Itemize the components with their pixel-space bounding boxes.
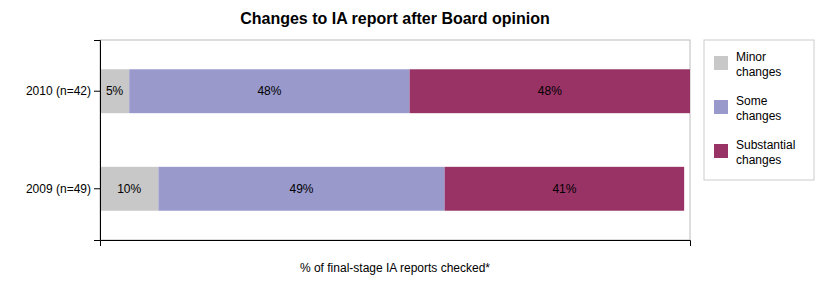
plot-frame xyxy=(100,40,690,240)
chart: 5% 10% 48% 49% 48% 41% 2010 (n=42) 2009 (n=49)%… xyxy=(0,0,830,286)
bar xyxy=(158,167,444,211)
legend-label: Minorchanges xyxy=(736,50,781,78)
y-axis: 2010 (n=42) 2009 (n=49) xyxy=(26,41,101,241)
y-axis-line xyxy=(94,41,101,241)
legend-swatch xyxy=(714,144,728,158)
legend-box xyxy=(704,40,814,180)
legend-entry: Minorchanges xyxy=(714,50,781,78)
bar xyxy=(445,167,685,211)
data-label: 41% xyxy=(552,182,576,196)
data-label: 49% xyxy=(290,182,314,196)
legend-entry: Substantialchanges xyxy=(714,138,795,166)
bar xyxy=(129,69,409,113)
x-axis xyxy=(101,241,691,247)
plot: 5% 10% 48% 49% 48% 41% 2010 (n=42) 2009 (n=49) xyxy=(26,40,691,246)
y-tick-label: 2010 (n=42) xyxy=(26,84,91,98)
data-label: 10% xyxy=(117,182,141,196)
x-axis-line xyxy=(101,241,691,247)
y-tick-label: 2009 (n=49) xyxy=(26,182,91,196)
title: Changes to IA report after Board opinion xyxy=(240,10,550,27)
data-label: 48% xyxy=(257,84,281,98)
legend: Minorchanges Somechanges Substantialchange… xyxy=(704,40,814,180)
legend-entry: Somechanges xyxy=(714,94,781,122)
y-tick-mark xyxy=(94,188,100,189)
y-tick-mark xyxy=(94,91,100,92)
data-label: 48% xyxy=(538,84,562,98)
series xyxy=(129,69,444,210)
bar xyxy=(100,167,158,211)
data-label: 5% xyxy=(106,84,124,98)
series xyxy=(410,69,690,210)
bars xyxy=(100,69,690,210)
legend-label: Somechanges xyxy=(736,94,781,122)
legend-swatch xyxy=(714,56,728,70)
legend-label: Substantialchanges xyxy=(736,138,795,166)
y-tick: 2010 (n=42) xyxy=(26,84,100,98)
x-axis-title: % of final-stage IA reports checked* xyxy=(300,261,490,275)
legend-swatch xyxy=(714,100,728,114)
bar xyxy=(410,69,690,113)
y-tick: 2009 (n=49) xyxy=(26,182,100,196)
data-labels: 5% 10% 48% 49% 48% 41% xyxy=(106,84,577,196)
bar xyxy=(100,69,129,113)
